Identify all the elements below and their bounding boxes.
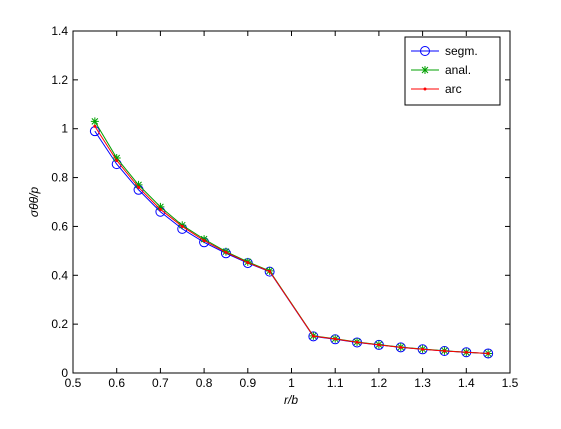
marker [90,117,99,126]
y-tick-label: 1 [61,122,68,136]
marker [333,337,337,341]
marker [93,124,97,128]
marker [156,202,165,211]
marker [311,334,315,338]
x-tick-label: 1.5 [502,376,519,390]
y-tick-label: 0.2 [51,317,68,331]
x-tick-label: 1 [288,376,295,390]
marker [224,250,228,254]
marker [464,350,468,354]
legend-marker [421,66,429,74]
marker [355,340,359,344]
series-line [94,126,489,354]
y-tick-label: 0.8 [51,171,68,185]
marker [486,351,490,355]
marker [180,224,184,228]
x-tick-label: 1.3 [414,376,431,390]
legend-label: arc [445,82,462,96]
marker [134,180,143,189]
y-tick-label: 0.6 [51,219,68,233]
x-tick-label: 0.7 [152,376,169,390]
y-tick-label: 0.4 [51,268,68,282]
legend-label: anal. [445,63,471,77]
marker [158,207,162,211]
legend-marker [423,87,427,91]
y-axis-label: σθθ/p [27,187,41,218]
x-tick-label: 0.6 [108,376,125,390]
x-tick-label: 1.4 [458,376,475,390]
y-tick-label: 1.4 [51,24,68,38]
x-tick-label: 1.2 [371,376,388,390]
x-tick-label: 0.8 [196,376,213,390]
legend-label: segm. [445,44,478,58]
marker [421,347,425,351]
y-tick-label: 0 [61,366,68,380]
marker [112,154,121,163]
x-tick-label: 1.1 [327,376,344,390]
marker [202,239,206,243]
marker [442,349,446,353]
marker [268,269,272,273]
x-tick-label: 0.9 [239,376,256,390]
marker [115,158,119,162]
x-tick-label: 0.5 [65,376,82,390]
marker [399,345,403,349]
legend-marker [420,46,430,56]
y-tick-label: 1.2 [51,73,68,87]
x-axis-label: r/b [284,393,298,407]
marker [377,343,381,347]
marker [246,261,250,265]
marker [137,185,141,189]
